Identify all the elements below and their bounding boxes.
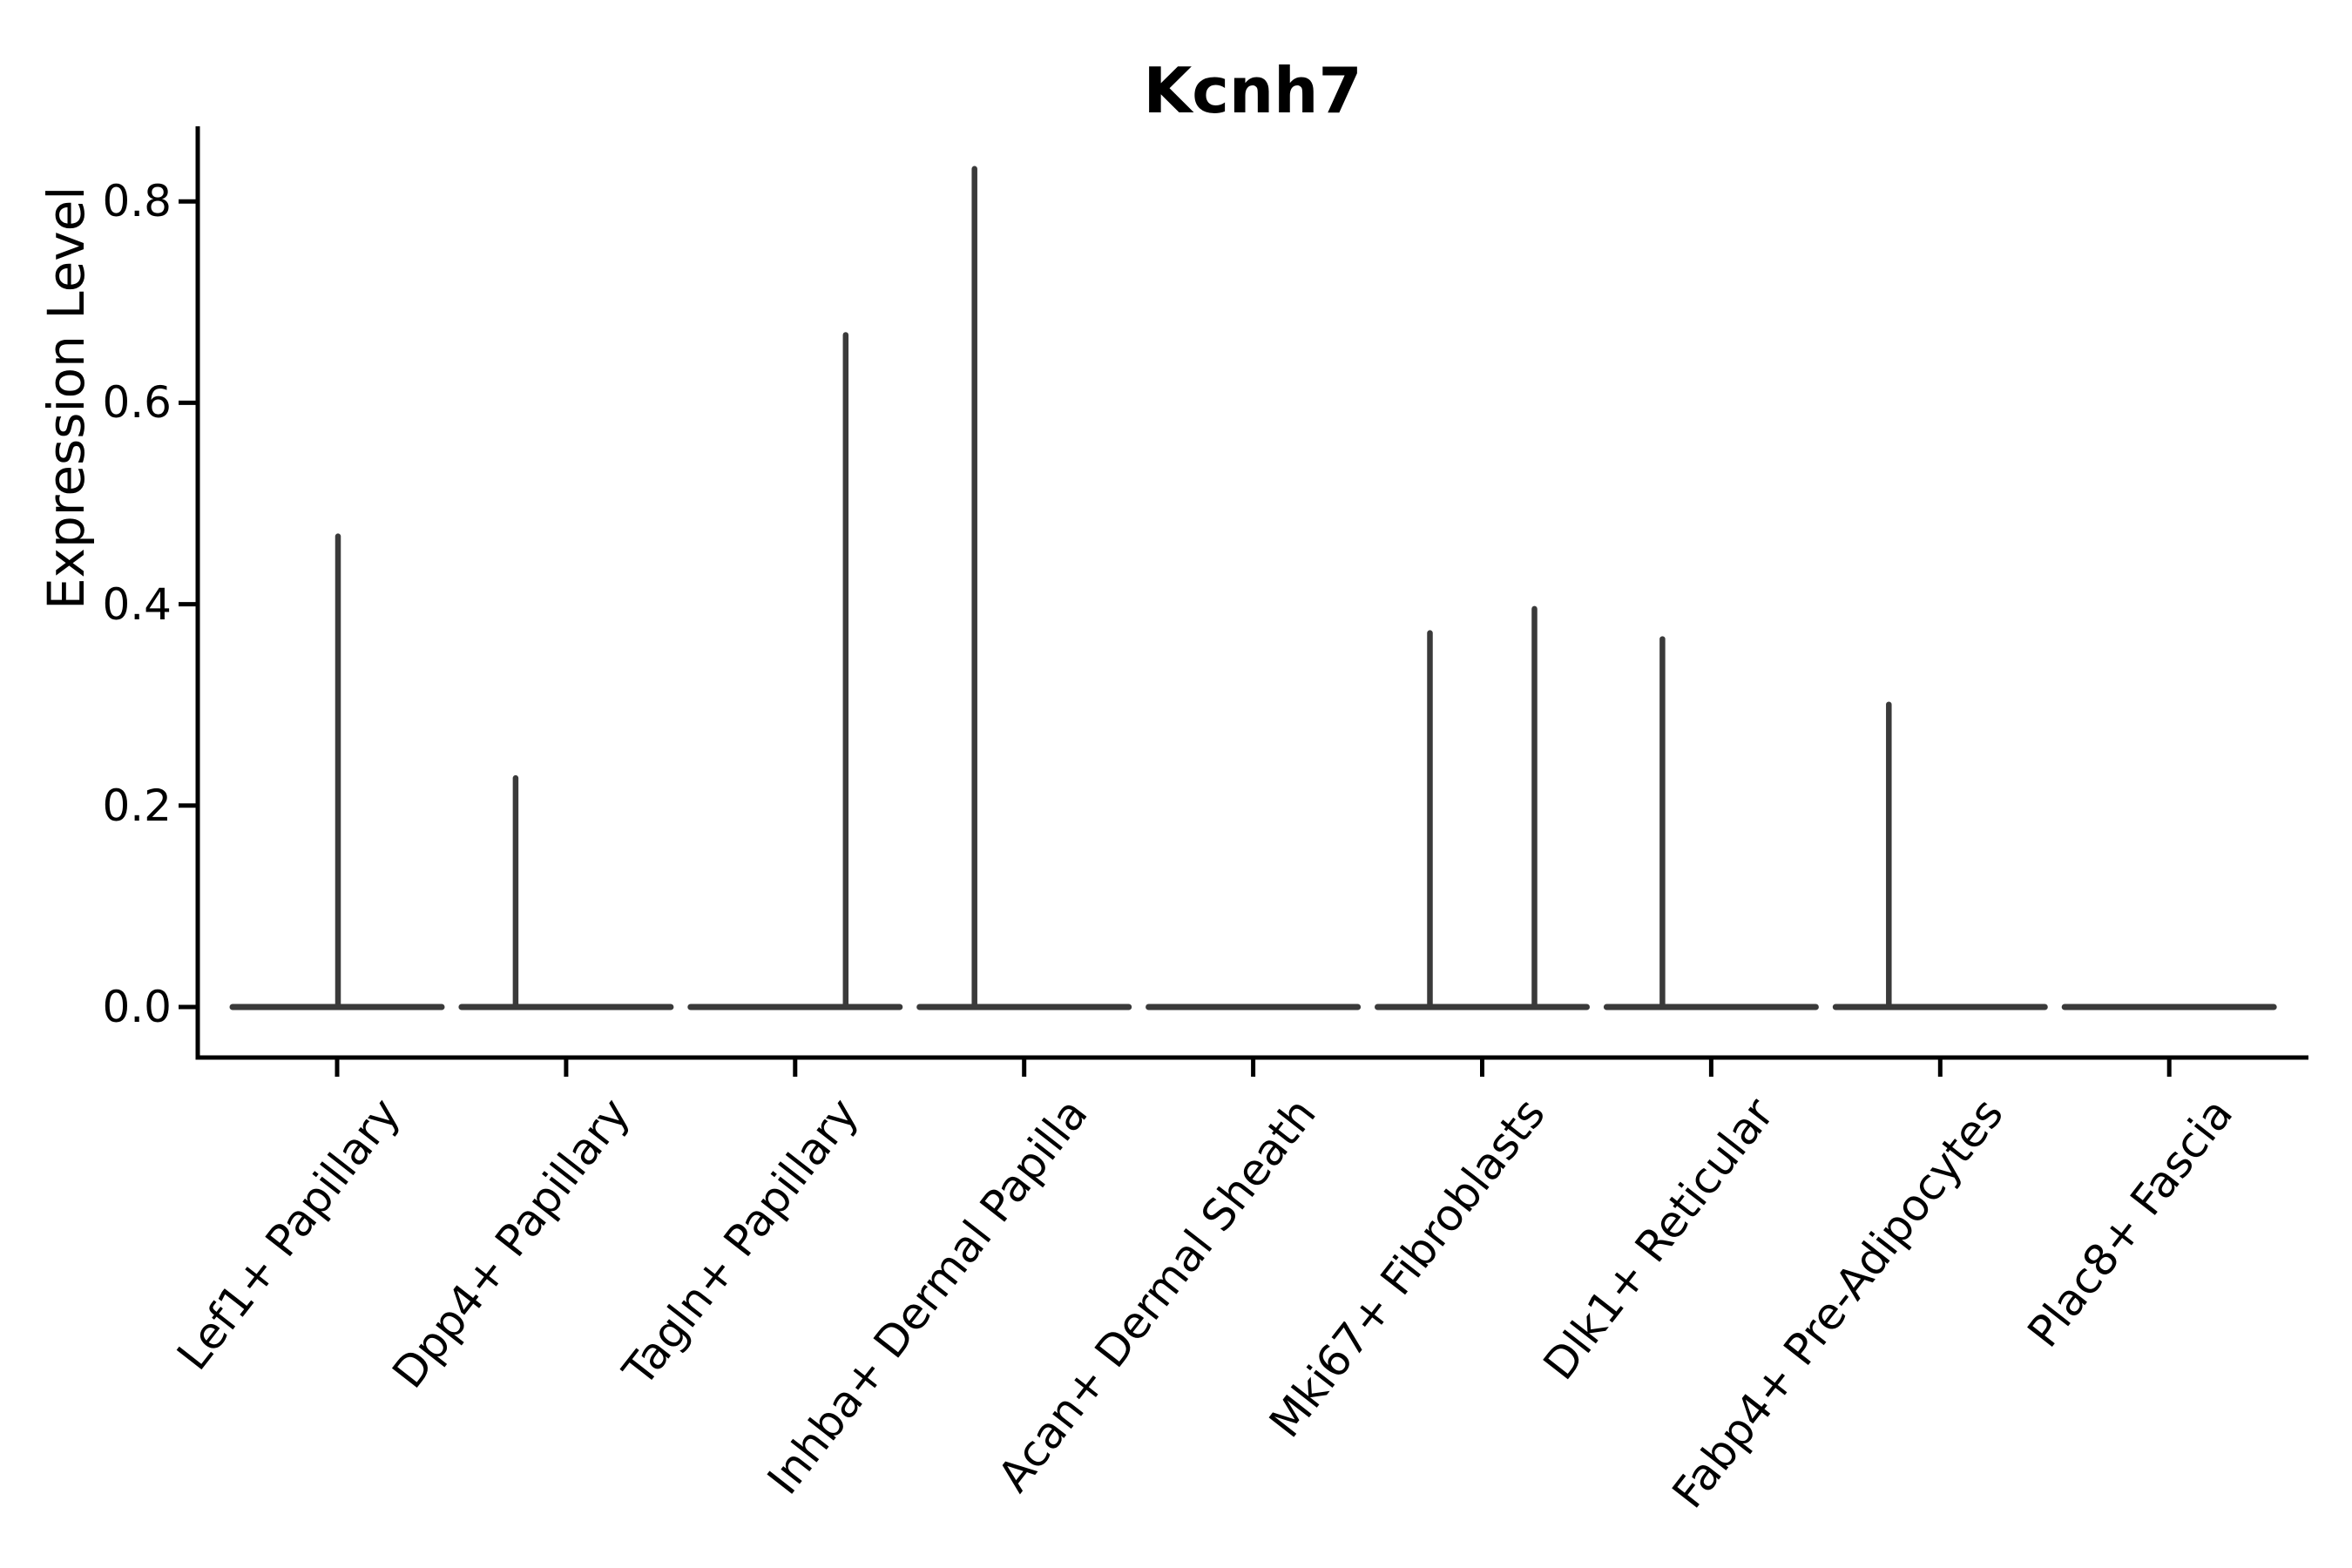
y-tick-label: 0.8 <box>102 176 172 227</box>
y-tick-label: 0.0 <box>102 982 172 1032</box>
y-tick-label: 0.2 <box>102 780 172 831</box>
y-tick-label: 0.6 <box>102 377 172 429</box>
y-tick-label: 0.4 <box>102 578 172 630</box>
page-title: Kcnh7 <box>1143 54 1362 127</box>
